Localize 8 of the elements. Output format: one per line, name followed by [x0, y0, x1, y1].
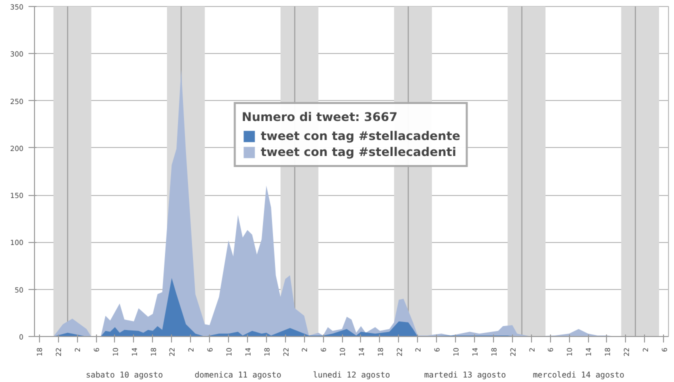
text: sabato 10 agosto: [86, 370, 164, 380]
legend-label: tweet con tag #stellacadente: [260, 129, 460, 143]
text: martedi 13 agosto: [424, 370, 506, 380]
text: domenica 11 agosto: [194, 370, 282, 380]
legend-title: Numero di tweet: 3667: [242, 110, 398, 124]
text: mercoledi 14 agosto: [532, 370, 625, 380]
legend-label: tweet con tag #stellecadenti: [260, 145, 456, 159]
text: lunedi 12 agosto: [312, 370, 390, 380]
